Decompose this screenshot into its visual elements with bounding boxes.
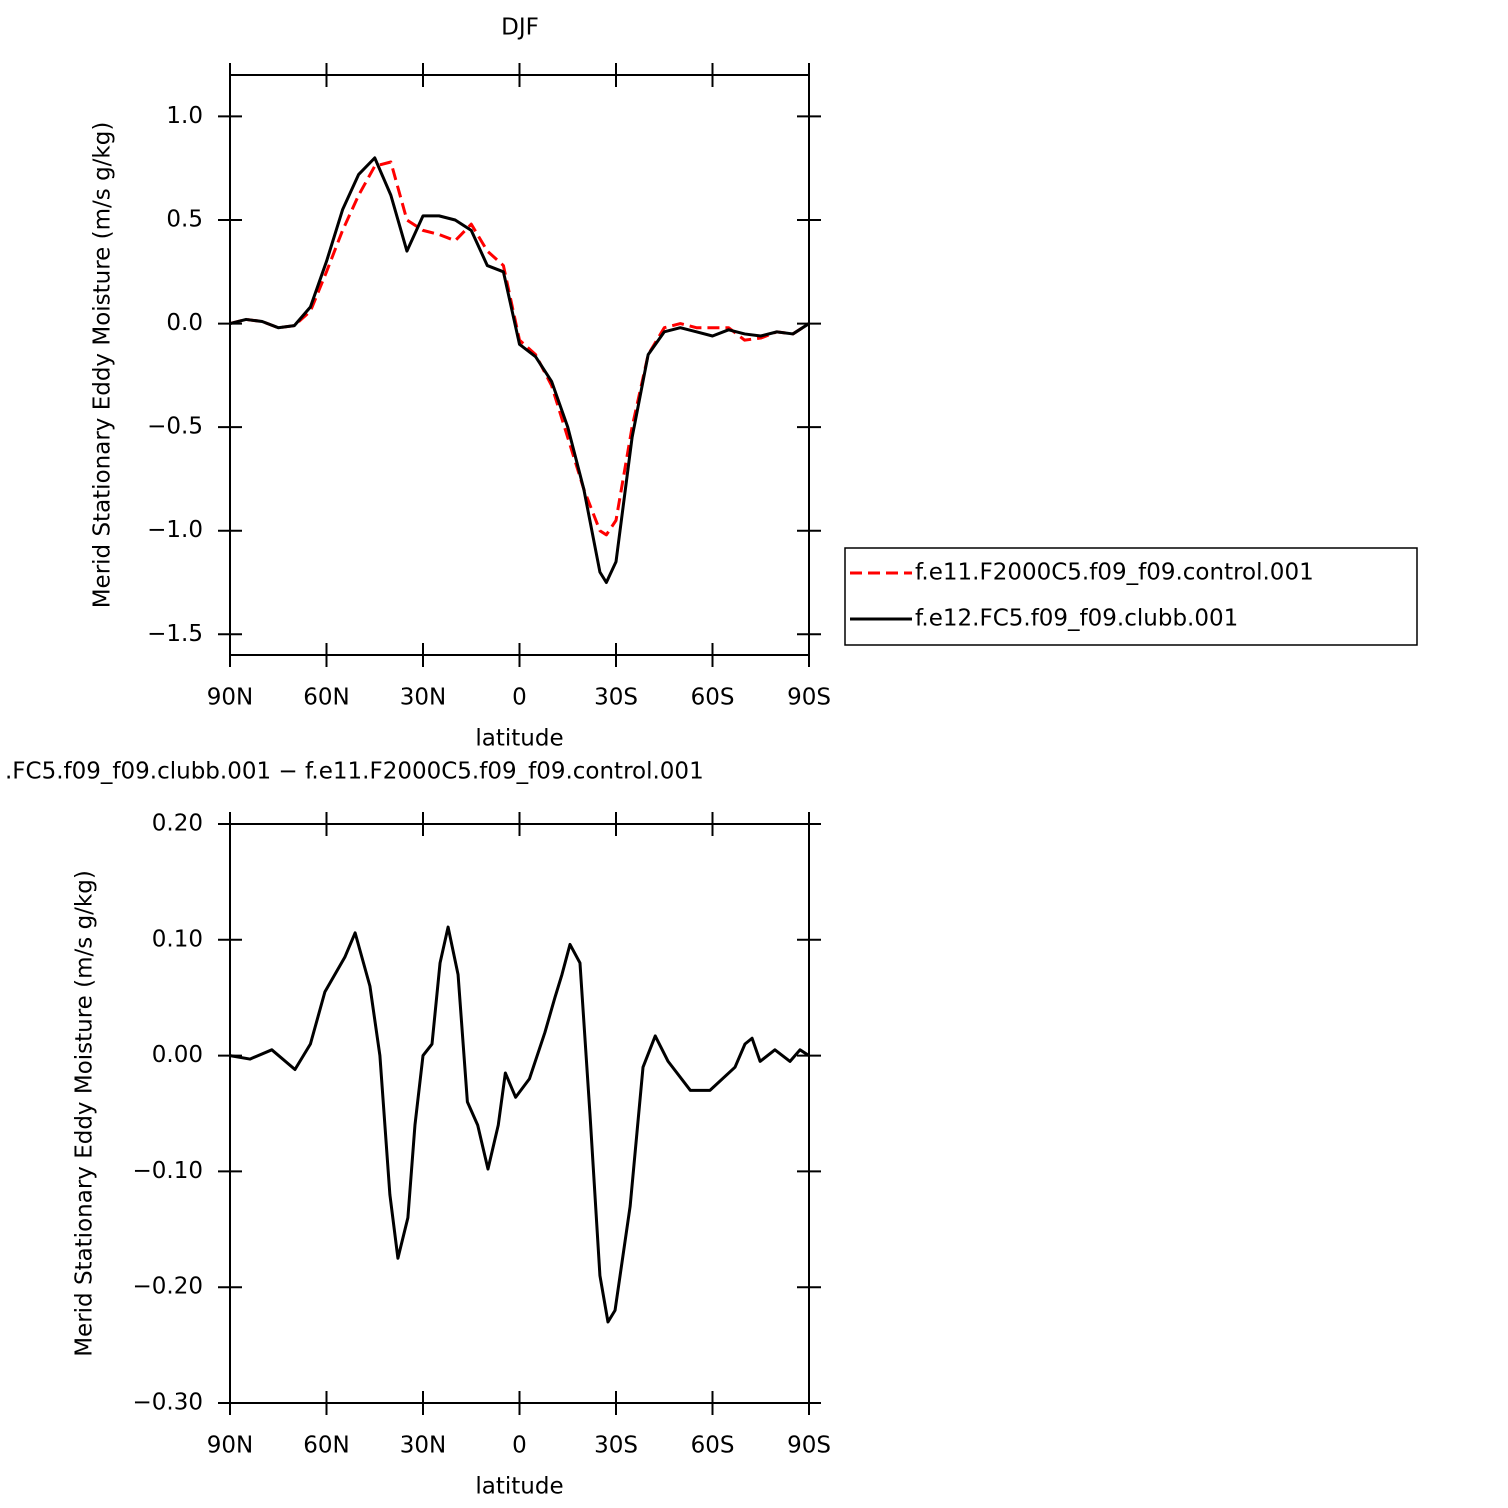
- y-tick-label: −0.5: [147, 414, 203, 440]
- y-tick-label: −1.0: [147, 517, 203, 543]
- x-tick-label: 0: [512, 685, 527, 711]
- y-tick-label: −1.5: [147, 621, 203, 647]
- legend-label: f.e12.FC5.f09_f09.clubb.001: [915, 606, 1238, 632]
- y-tick-label: 0.20: [152, 811, 203, 837]
- x-tick-label: 30N: [400, 1433, 446, 1459]
- y-tick-label: 1.0: [166, 103, 203, 129]
- line-series: [229, 160, 810, 537]
- line-series: [229, 156, 810, 584]
- legend: f.e11.F2000C5.f09_f09.control.001 f.e12.F…: [844, 547, 1418, 646]
- x-tick-label: 30N: [400, 685, 446, 711]
- y-tick-label: 0.5: [166, 207, 203, 233]
- x-tick-label: 60S: [691, 1433, 735, 1459]
- y-tick-label: 0.00: [152, 1042, 203, 1068]
- x-tick-label: 60N: [303, 1433, 349, 1459]
- x-tick-label: 90N: [207, 685, 253, 711]
- y-axis-label: Merid Stationary Eddy Moisture (m/s g/kg…: [72, 870, 98, 1357]
- chart-title: .FC5.f09_f09.clubb.001 − f.e11.F2000C5.f…: [5, 759, 704, 785]
- chart-title: DJF: [501, 15, 539, 41]
- plot-frame: [229, 74, 810, 656]
- y-tick-label: 0.10: [152, 926, 203, 952]
- x-tick-label: 90S: [787, 685, 831, 711]
- y-tick-label: 0.0: [166, 310, 203, 336]
- legend-label: f.e11.F2000C5.f09_f09.control.001: [915, 560, 1314, 586]
- x-tick-label: 30S: [594, 685, 638, 711]
- x-axis-label: latitude: [475, 1474, 563, 1500]
- legend-box: [844, 547, 1418, 646]
- y-tick-label: −0.10: [133, 1158, 203, 1184]
- x-tick-label: 90N: [207, 1433, 253, 1459]
- x-tick-label: 90S: [787, 1433, 831, 1459]
- line-series: [229, 925, 810, 1324]
- x-tick-label: 30S: [594, 1433, 638, 1459]
- x-tick-label: 60S: [691, 685, 735, 711]
- y-tick-label: −0.30: [133, 1390, 203, 1416]
- plot-frame: [229, 823, 810, 1404]
- y-axis-label: Merid Stationary Eddy Moisture (m/s g/kg…: [90, 122, 116, 609]
- x-tick-label: 60N: [303, 685, 349, 711]
- y-tick-label: −0.20: [133, 1274, 203, 1300]
- x-axis-label: latitude: [475, 726, 563, 752]
- x-tick-label: 0: [512, 1433, 527, 1459]
